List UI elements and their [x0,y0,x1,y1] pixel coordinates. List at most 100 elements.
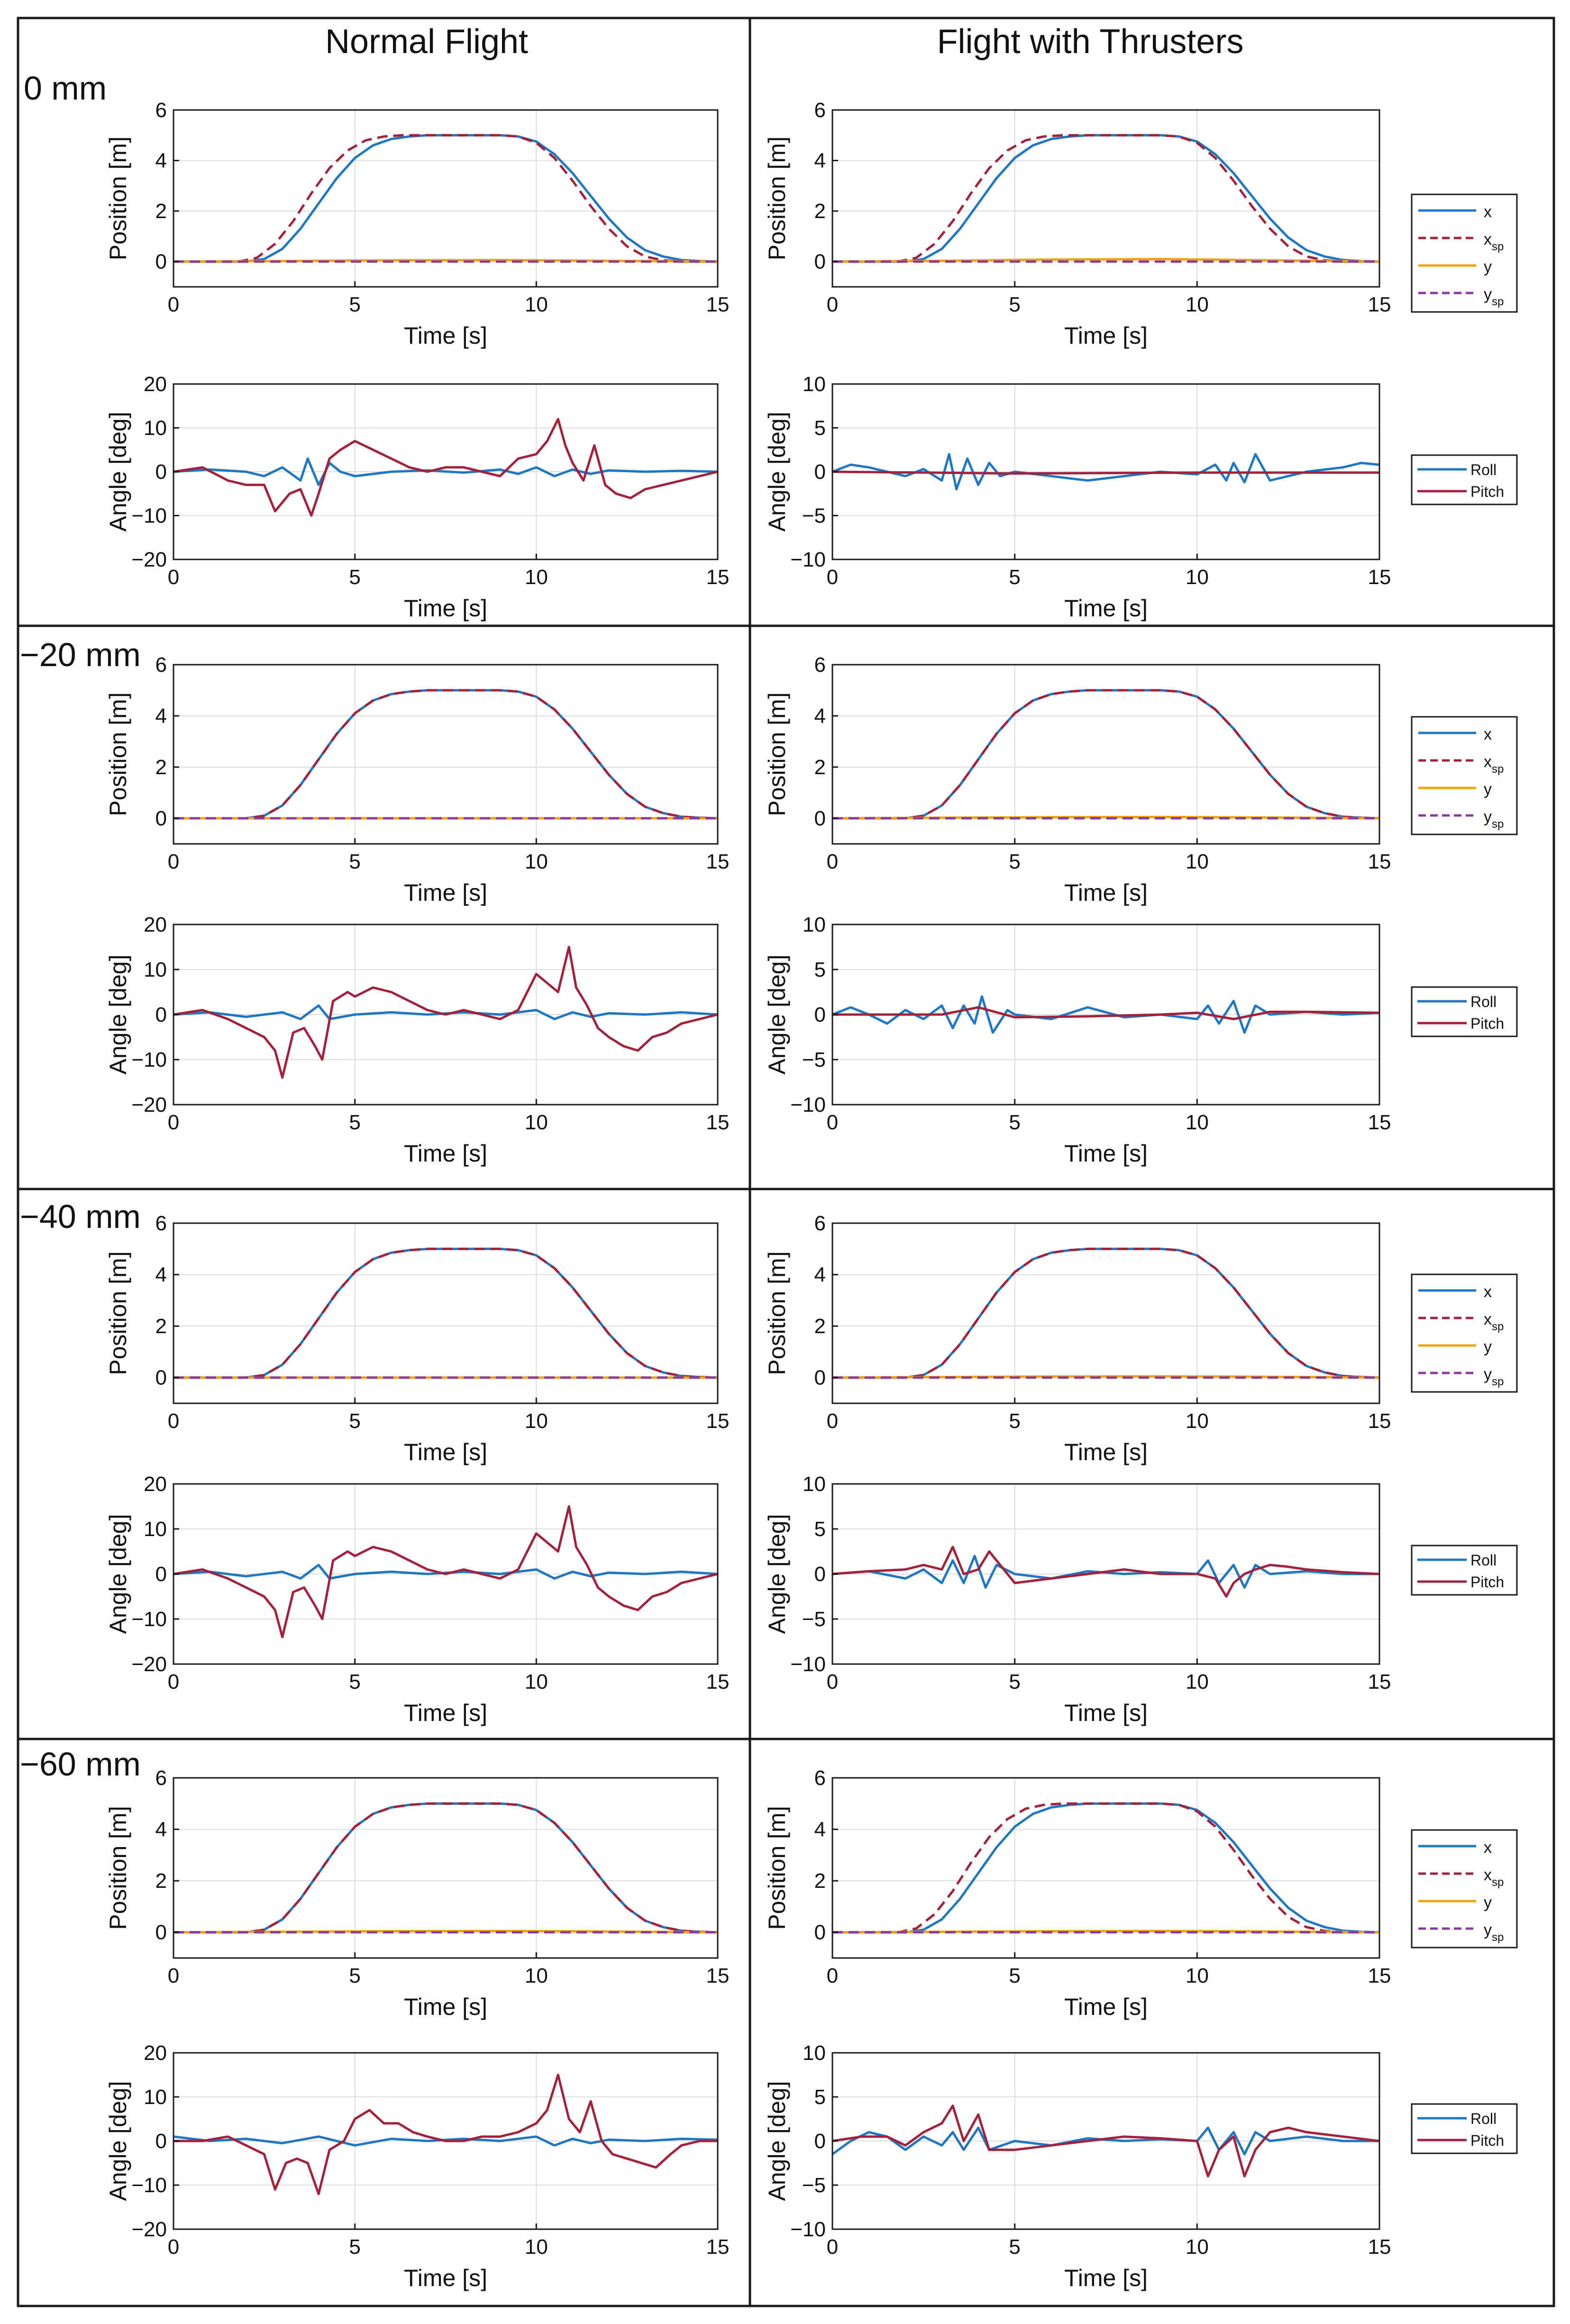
x-axis-label: Time [s] [404,1994,487,2020]
legend-angle: Roll Pitch [1411,2103,1518,2154]
chart-pos-r0-thr: 0 5 10 15 0 2 4 6 Time [s] Position [m] [764,99,1391,349]
x-tick-label: 0 [827,566,838,589]
y-tick-label: 0 [814,1366,826,1390]
x-tick-label: 10 [1186,1409,1209,1433]
x-tick-label: 10 [525,1409,548,1433]
x-tick-label: 5 [349,1111,360,1134]
y-axis-label: Angle [deg] [764,2081,790,2201]
plot-frame [173,1777,719,1959]
y-tick-label: 10 [144,2086,167,2109]
y-tick-label: 4 [155,1818,167,1841]
x-tick-label: 0 [168,850,179,873]
y-tick-label: 10 [803,913,826,936]
x-tick-label: 0 [168,1409,179,1433]
x-tick-label: 5 [1009,1111,1020,1134]
x-tick-label: 15 [1368,1670,1391,1693]
plot-frame [173,109,719,288]
y-tick-label: 4 [155,705,167,728]
chart-ang-r3-normal: 0 5 10 15 −20 −10 0 10 20 Time [s] Angle [deg] [105,2041,729,2291]
legend-label-roll: Roll [1470,461,1497,478]
legend-label-pitch: Pitch [1470,1015,1504,1032]
y-axis-label: Angle [deg] [105,955,131,1075]
legend-box [1411,1273,1518,1393]
series-line-pitch [832,2104,1380,2178]
legend-subscript: sp [1492,1876,1504,1889]
x-tick-label: 15 [1368,1409,1391,1433]
series-line-pitch [832,1546,1380,1598]
legend-label-pitch: Pitch [1470,2132,1504,2149]
x-tick-label: 10 [525,850,548,873]
legend-angle: Roll Pitch [1411,986,1518,1037]
y-tick-label: 0 [155,1563,167,1586]
x-tick-label: 10 [525,1111,548,1134]
row-label-minus40mm: −40 mm [20,1198,141,1235]
x-tick-label: 10 [1186,293,1209,316]
x-tick-label: 5 [349,293,360,316]
x-tick-label: 5 [1009,566,1020,589]
x-tick-label: 15 [706,1111,730,1134]
x-axis-label: Time [s] [404,1439,487,1465]
y-tick-label: 2 [814,756,826,779]
y-tick-label: −10 [131,2174,167,2197]
y-axis-label: Angle [deg] [764,412,790,532]
x-tick-label: 5 [349,1964,360,1987]
x-tick-label: 0 [168,566,179,589]
plots-layer: 0 5 10 15 0 2 4 6 Time [s] Position [m] 0 5 10 15 −20 −… [105,99,1391,2291]
y-tick-label: 6 [814,1212,826,1235]
y-tick-label: 2 [814,200,826,223]
y-axis-label: Position [m] [764,137,790,260]
x-tick-label: 5 [1009,2235,1020,2259]
y-tick-label: −20 [131,548,167,571]
y-tick-label: 4 [155,149,167,173]
series-line-pitch [832,470,1379,475]
x-tick-label: 0 [827,1111,838,1134]
legend-label-y: y [1484,1338,1492,1356]
x-tick-label: 15 [1368,850,1391,873]
x-tick-label: 10 [525,293,548,316]
legend-subscript: sp [1492,295,1504,308]
legend-angle: Roll Pitch [1411,454,1518,505]
x-axis-label: Time [s] [404,2265,487,2291]
legend-angle: Roll Pitch [1411,1545,1518,1596]
y-tick-label: 6 [155,99,167,122]
y-tick-label: 20 [144,373,167,396]
chart-ang-r1-normal: 0 5 10 15 −20 −10 0 10 20 Time [s] Angle [deg] [105,913,729,1167]
y-axis-label: Position [m] [105,1251,131,1375]
y-tick-label: 0 [155,2130,167,2153]
x-tick-label: 5 [349,1670,360,1693]
x-tick-label: 15 [1368,293,1391,316]
chart-pos-r0-normal: 0 5 10 15 0 2 4 6 Time [s] Position [m] [105,99,729,349]
legend-subscript: sp [1492,818,1504,831]
legend-label-y: y [1484,780,1492,798]
y-tick-label: 20 [144,2041,167,2065]
legend-label-roll: Roll [1470,2110,1497,2127]
legend-subscript: sp [1492,763,1504,776]
x-tick-label: 15 [1368,1964,1391,1987]
y-axis-label: Angle [deg] [764,955,790,1075]
x-axis-label: Time [s] [404,1700,487,1726]
series-line-roll [173,2135,718,2147]
y-tick-label: −10 [131,504,167,528]
y-tick-label: −5 [802,504,826,528]
x-tick-label: 5 [349,2235,360,2259]
y-tick-label: 10 [803,2041,826,2065]
y-axis-label: Position [m] [105,692,131,816]
y-tick-label: −5 [802,1048,826,1071]
x-tick-label: 0 [827,850,838,873]
y-tick-label: 2 [814,1315,826,1338]
x-tick-label: 10 [1186,2235,1209,2259]
y-tick-label: 6 [814,99,826,122]
legend-box [1411,986,1518,1037]
chart-pos-r1-normal: 0 5 10 15 0 2 4 6 Time [s] Position [m] [105,653,729,906]
y-tick-label: −20 [131,1093,167,1116]
y-tick-label: 5 [814,958,826,981]
x-axis-label: Time [s] [404,879,487,906]
series-line-pitch [173,2074,718,2196]
series-line-xsp [832,1802,1379,1934]
y-tick-label: −20 [131,1653,167,1676]
x-tick-label: 5 [349,1409,360,1433]
plot-frame [173,1222,719,1404]
